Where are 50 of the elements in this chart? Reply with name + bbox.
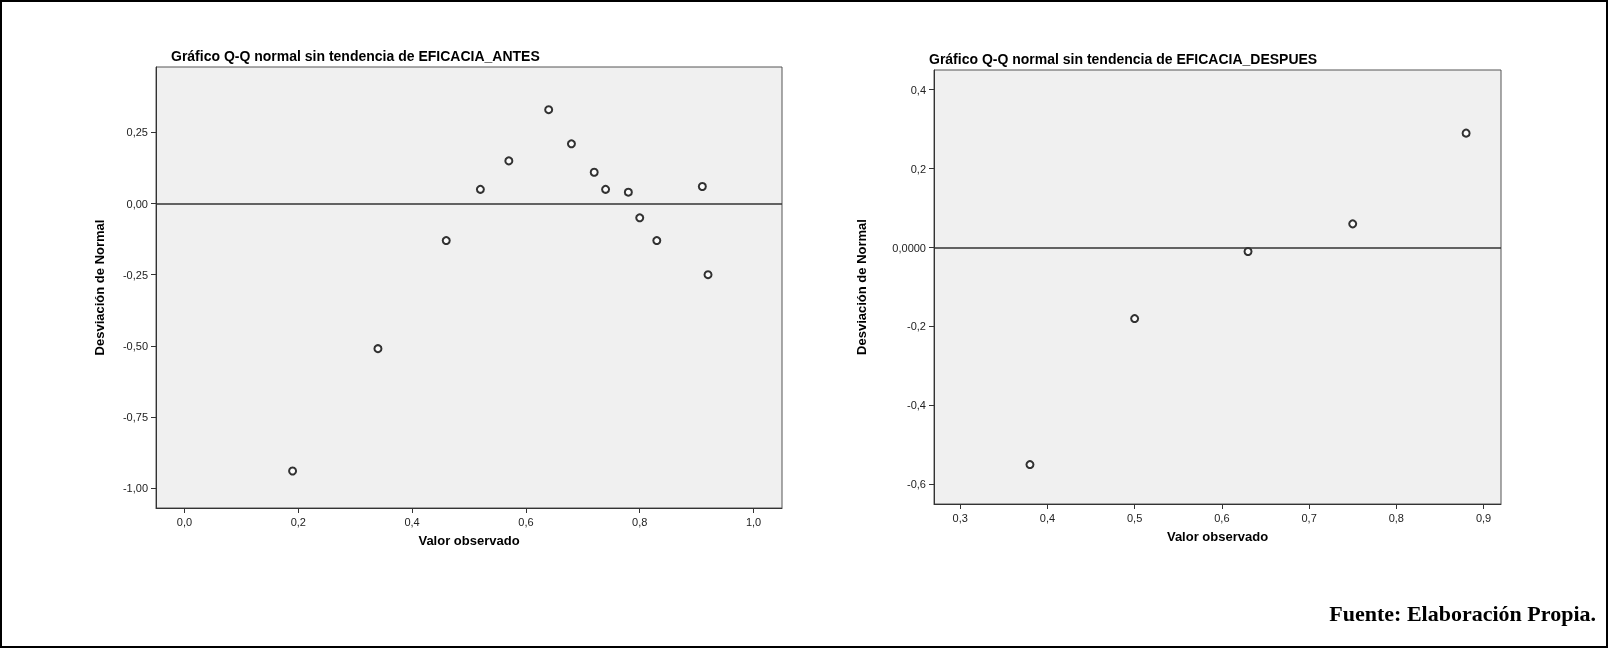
- point: [504, 156, 514, 166]
- chart-title: Gráfico Q-Q normal sin tendencia de EFICACIA_DESPUES: [929, 51, 1318, 67]
- point: [288, 466, 298, 476]
- point: [475, 184, 485, 194]
- y-tick-label: -0,75: [122, 410, 148, 423]
- point: [652, 236, 662, 246]
- y-tick-label: 0,25: [126, 126, 148, 139]
- point: [601, 184, 611, 194]
- y-tick-label: 0,4: [910, 83, 926, 96]
- point: [635, 213, 645, 223]
- point: [566, 139, 576, 149]
- point: [1461, 128, 1471, 138]
- point: [623, 187, 633, 197]
- y-tick-label: -0,50: [122, 339, 148, 352]
- y-tick-label: 0,00: [126, 197, 148, 210]
- source-note: Fuente: Elaboración Propia.: [1329, 600, 1597, 626]
- y-tick-label: -0,2: [907, 320, 926, 333]
- y-tick-label: -0,6: [907, 478, 926, 491]
- y-tick-label: -0,25: [122, 268, 148, 281]
- x-tick-label: 1,0: [745, 515, 762, 528]
- x-tick-label: 0,4: [404, 515, 420, 528]
- point: [589, 167, 599, 177]
- x-axis-title: Valor observado: [418, 533, 520, 548]
- y-axis-title: Desviación de Normal: [92, 219, 107, 356]
- point: [373, 344, 383, 354]
- point: [544, 105, 554, 115]
- x-tick-label: 0,0: [176, 515, 193, 528]
- x-tick-label: 0,9: [1475, 511, 1492, 524]
- point: [703, 270, 713, 280]
- point: [1130, 314, 1140, 324]
- y-tick-label: 0,0000: [892, 241, 926, 254]
- point: [441, 236, 451, 246]
- point: [1348, 219, 1358, 229]
- x-tick-label: 0,2: [290, 515, 306, 528]
- y-axis-title: Desviación de Normal: [854, 219, 869, 355]
- x-tick-label: 0,6: [518, 515, 534, 528]
- x-tick-label: 0,7: [1301, 511, 1317, 524]
- point: [697, 182, 707, 191]
- x-tick-label: 0,6: [1214, 511, 1230, 524]
- x-tick-label: 0,3: [952, 511, 968, 524]
- y-tick-label: 0,2: [910, 162, 926, 175]
- x-tick-label: 0,4: [1039, 511, 1056, 524]
- x-tick-label: 0,8: [632, 515, 648, 528]
- x-axis-title: Valor observado: [1166, 529, 1269, 544]
- chart-title: Gráfico Q-Q normal sin tendencia de EFICACIA_ANTES: [171, 48, 540, 64]
- y-tick-label: -0,4: [907, 399, 926, 412]
- x-tick-label: 0,5: [1126, 511, 1143, 524]
- y-tick-label: -1,00: [122, 482, 148, 495]
- x-tick-label: 0,8: [1388, 511, 1404, 524]
- point: [1025, 460, 1035, 470]
